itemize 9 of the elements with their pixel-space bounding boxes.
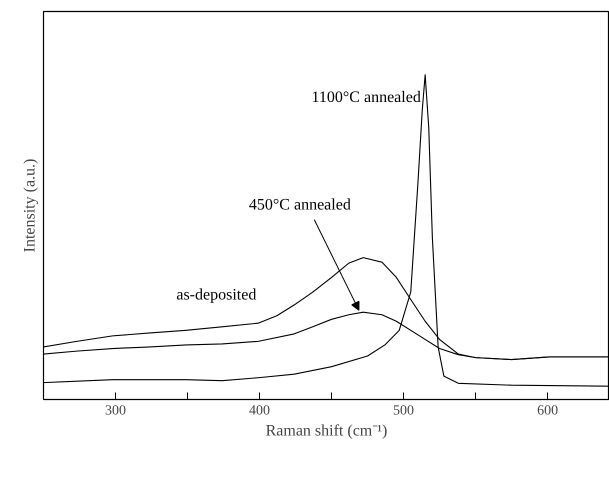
x-tick-label: 500: [393, 404, 414, 418]
y-axis-title: Intensity (a.u.): [22, 158, 38, 252]
series-label: as-deposited: [176, 286, 256, 304]
x-tick-label: 400: [249, 404, 270, 418]
text: 450°C annealed: [248, 196, 351, 214]
x-tick-label: 600: [537, 404, 558, 418]
x-tick-label: 300: [105, 404, 126, 418]
x-axis-title: Raman shift (cm⁻¹): [266, 422, 388, 440]
series-label: 1100°C annealed: [312, 89, 421, 106]
